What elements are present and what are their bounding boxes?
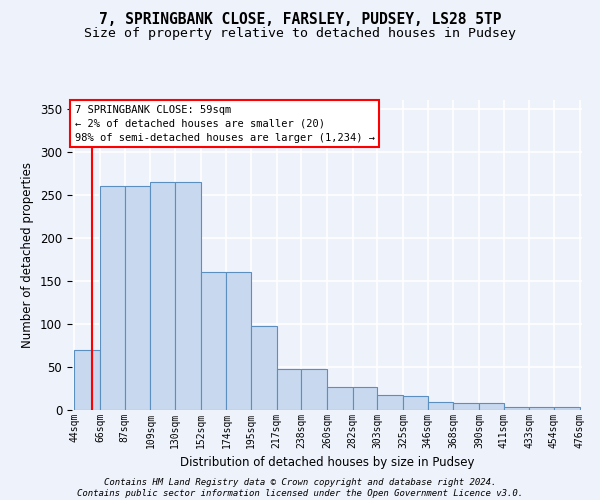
Text: Contains HM Land Registry data © Crown copyright and database right 2024.
Contai: Contains HM Land Registry data © Crown c… bbox=[77, 478, 523, 498]
Bar bbox=[454, 403, 479, 410]
Bar bbox=[277, 368, 301, 410]
Y-axis label: Number of detached properties: Number of detached properties bbox=[22, 162, 34, 348]
Bar bbox=[503, 406, 529, 410]
X-axis label: Distribution of detached houses by size in Pudsey: Distribution of detached houses by size … bbox=[180, 456, 474, 469]
Text: Size of property relative to detached houses in Pudsey: Size of property relative to detached ho… bbox=[84, 28, 516, 40]
Bar bbox=[74, 350, 100, 410]
Bar bbox=[151, 182, 175, 410]
Bar bbox=[529, 408, 554, 410]
Bar bbox=[428, 402, 454, 410]
Bar bbox=[327, 387, 353, 410]
Bar bbox=[554, 408, 580, 410]
Bar bbox=[100, 186, 125, 410]
Bar bbox=[226, 272, 251, 410]
Bar bbox=[353, 387, 377, 410]
Bar bbox=[200, 272, 226, 410]
Bar bbox=[251, 326, 277, 410]
Text: 7 SPRINGBANK CLOSE: 59sqm
← 2% of detached houses are smaller (20)
98% of semi-d: 7 SPRINGBANK CLOSE: 59sqm ← 2% of detach… bbox=[74, 104, 374, 142]
Text: 7, SPRINGBANK CLOSE, FARSLEY, PUDSEY, LS28 5TP: 7, SPRINGBANK CLOSE, FARSLEY, PUDSEY, LS… bbox=[99, 12, 501, 28]
Bar bbox=[175, 182, 200, 410]
Bar bbox=[479, 403, 503, 410]
Bar bbox=[125, 186, 151, 410]
Bar bbox=[403, 396, 428, 410]
Bar bbox=[377, 396, 403, 410]
Bar bbox=[301, 368, 327, 410]
